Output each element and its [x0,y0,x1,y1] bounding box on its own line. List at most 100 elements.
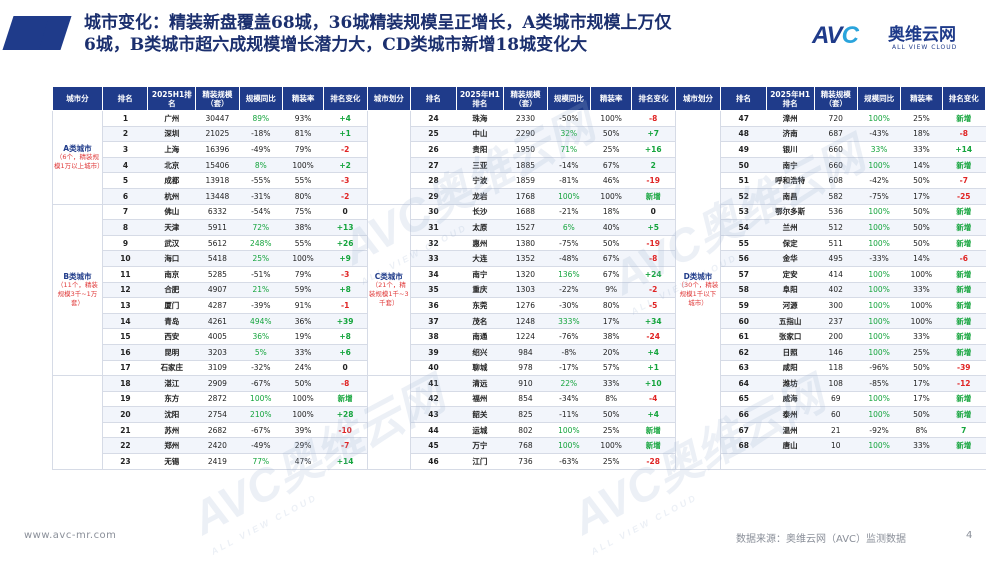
city-cell: 南京 [147,266,196,283]
rate-cell: 93% [282,110,324,127]
rate-cell: 50% [900,406,943,423]
rate-cell: 33% [900,282,943,299]
rank-cell: 54 [720,219,767,236]
group-label-c: C类城市 （21个，精装规模1千~3千套） [366,203,411,377]
yoy-cell: 5% [239,344,283,361]
rank-cell: 61 [720,328,767,345]
rank-cell: 20 [102,406,148,423]
yoy-cell: -17% [547,360,591,377]
rank-cell: 58 [720,282,767,299]
change-cell: +14 [323,453,368,470]
scale-cell: 3109 [195,360,240,377]
rate-cell: 25% [900,110,943,127]
city-cell: 温州 [766,422,815,439]
change-cell: -3 [323,266,368,283]
scale-cell: 60 [814,406,858,423]
city-cell: 威海 [766,391,815,408]
city-cell: 清远 [456,375,504,392]
rate-cell: 18% [900,126,943,143]
scale-cell: 2909 [195,375,240,392]
scale-cell: 511 [814,235,858,252]
rank-cell: 29 [410,188,457,205]
scale-cell: 1380 [503,235,548,252]
yoy-cell: -42% [857,172,901,189]
rate-cell: 38% [590,328,632,345]
scale-cell: 146 [814,344,858,361]
change-cell: +1 [631,360,676,377]
group-name: C类城市 [374,271,403,281]
scale-cell: 1768 [503,188,548,205]
group-note: （21个，精装规模1千~3千套） [368,280,409,307]
yoy-cell: 89% [239,110,283,127]
yoy-cell: -33% [857,250,901,267]
rank-cell: 30 [410,204,457,221]
yoy-cell: -48% [547,250,591,267]
rate-cell: 40% [590,219,632,236]
change-cell: +10 [631,375,676,392]
rate-cell: 38% [282,219,324,236]
scale-cell: 13448 [195,188,240,205]
rate-cell: 50% [900,219,943,236]
rank-cell: 22 [102,437,148,455]
rank-cell: 52 [720,188,767,205]
rate-cell: 50% [900,204,943,221]
rank-cell: 6 [102,188,148,205]
city-cell: 聊城 [456,360,504,377]
table-row: 19 东方 2872 100% 100% 新增 42 福州 854 -34% 8% -4 65 威海 69 1… [53,391,986,408]
change-cell: +8 [323,328,368,345]
change-cell: 新增 [942,266,986,283]
city-cell: 龙岩 [456,188,504,205]
change-cell: -8 [631,110,676,127]
change-cell: -39 [942,360,986,377]
change-cell: -7 [323,437,368,455]
rate-cell: 100% [282,250,324,267]
table-row: 5 成都 13918 -55% 55% -3 28 宁波 1859 -81% 46% -19 51 呼和浩… [53,172,986,189]
city-cell: 天津 [147,219,196,236]
change-cell: +34 [631,313,676,330]
scale-cell: 536 [814,204,858,221]
yoy-cell: 36% [239,328,283,345]
change-cell: +4 [631,344,676,361]
city-cell: 五指山 [766,313,815,330]
change-cell: 新增 [942,328,986,345]
scale-cell: 10 [814,437,858,455]
city-cell: 金华 [766,250,815,267]
scale-cell: 1320 [503,266,548,283]
footer-page-number: 4 [966,530,973,541]
city-cell: 运城 [456,422,504,439]
scale-cell: 118 [814,360,858,377]
rate-cell: 91% [282,297,324,314]
rate-cell: 25% [590,422,632,439]
rank-cell: 44 [410,422,457,439]
rank-cell: 2 [102,126,148,143]
scale-cell: 200 [814,328,858,345]
city-cell: 贵阳 [456,141,504,158]
scale-cell: 16396 [195,141,240,158]
change-cell: 新增 [631,437,676,455]
scale-cell: 984 [503,344,548,361]
yoy-cell: 136% [547,266,591,283]
scale-cell: 736 [503,453,548,470]
scale-cell: 4287 [195,297,240,314]
header-city-2: 2025年H1排名 [455,86,505,111]
scale-cell: 1688 [503,204,548,221]
change-cell: +7 [631,126,676,143]
rank-cell: 40 [410,360,457,377]
rank-cell [720,453,767,470]
change-cell: 7 [942,422,986,439]
rank-cell: 46 [410,453,457,470]
yoy-cell: -67% [239,422,283,439]
rate-cell: 100% [590,437,632,455]
rank-cell: 56 [720,250,767,267]
scale-cell: 1276 [503,297,548,314]
city-cell: 咸阳 [766,360,815,377]
header-scale-3: 精装规模（套） [813,86,858,111]
rank-cell: 17 [102,360,148,377]
yoy-cell: 72% [239,219,283,236]
rank-cell: 57 [720,266,767,283]
rate-cell: 33% [282,344,324,361]
city-cell: 河源 [766,297,815,314]
header-change-2: 排名变化 [631,86,676,111]
change-cell: 新增 [323,391,368,408]
rate-cell: 46% [590,172,632,189]
